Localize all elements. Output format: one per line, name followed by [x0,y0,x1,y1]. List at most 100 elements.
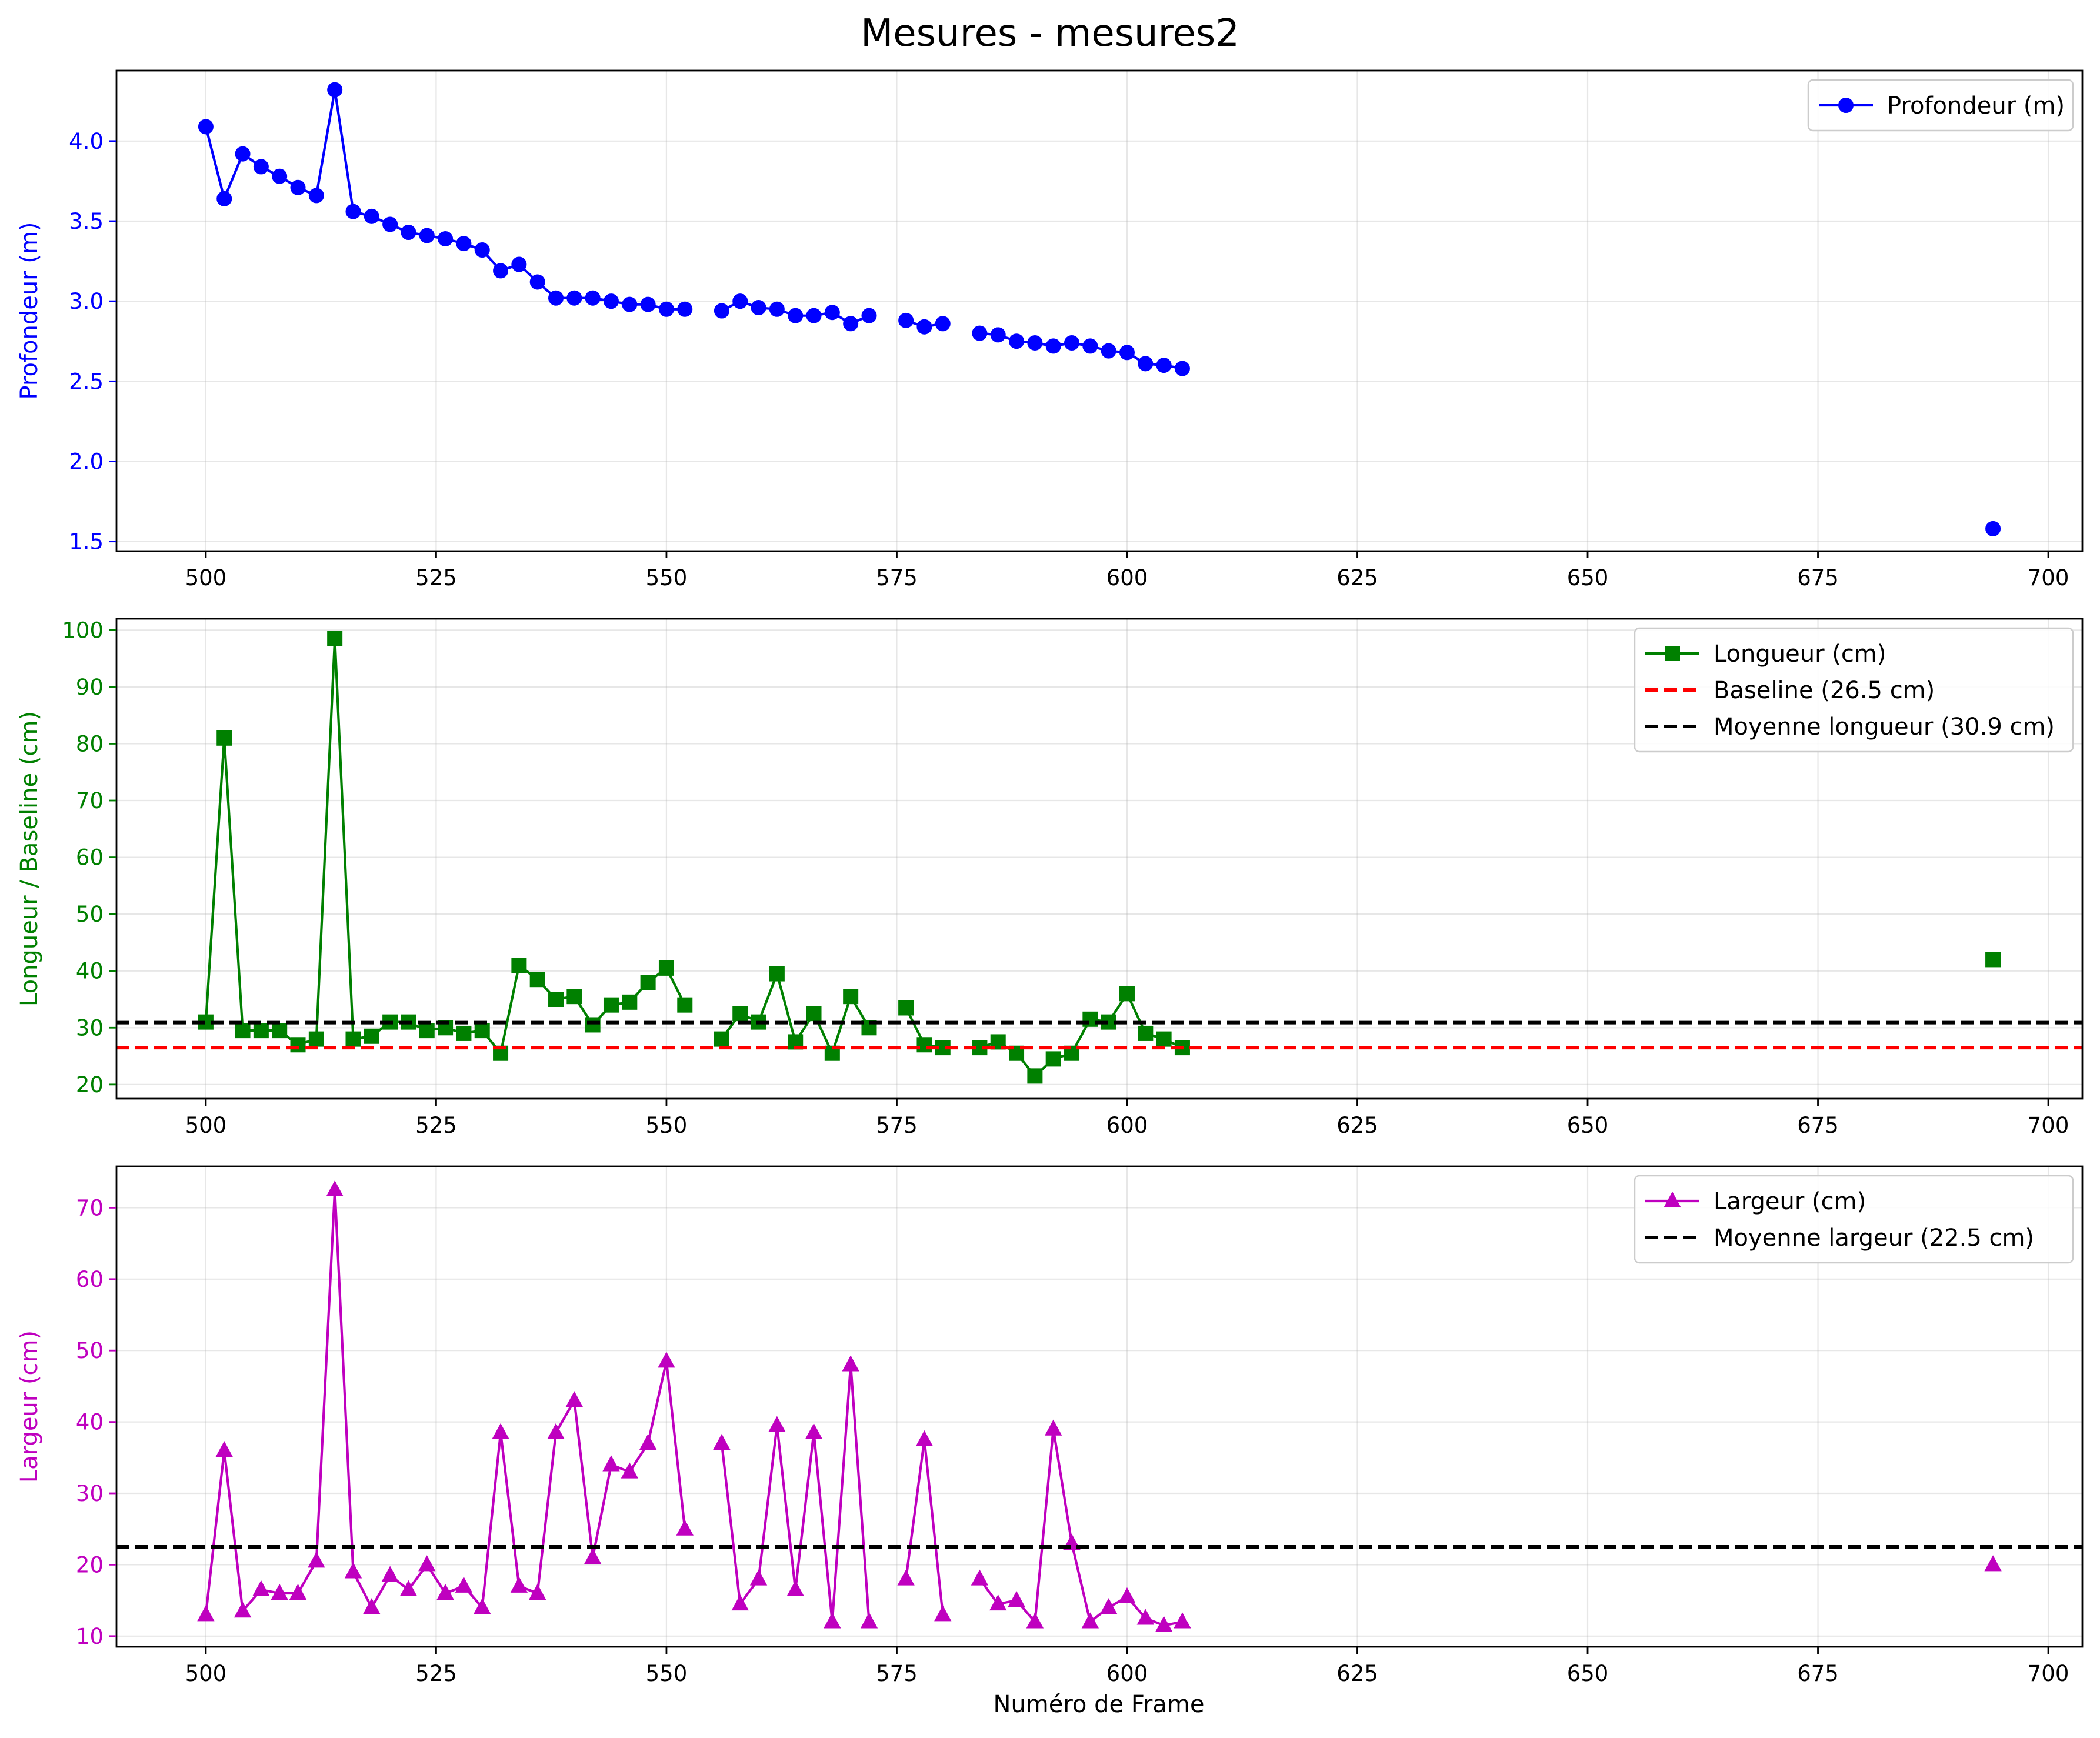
profondeur-m-point [714,303,729,319]
largeur-cm-point [326,1180,344,1197]
width-y-tick-label: 50 [76,1338,104,1363]
depth-panel: 500 525 550 575 600 625 650 675 700 1.5 2.0 2.5 3.0 3… [16,69,2084,591]
depth-legend-box [1807,79,2074,132]
largeur-cm-point [1984,1555,2002,1572]
length-y-tick-label: 20 [76,1072,104,1097]
depth-x-tick-label: 575 [876,565,918,591]
moyenne-longueur-30-9-cm-legend-label: Moyenne longueur (30.9 cm) [1714,713,2055,740]
profondeur-m-legend-label: Profondeur (m) [1887,92,2065,119]
width-x-tick-label: 625 [1336,1661,1378,1686]
profondeur-m-point [751,300,766,316]
depth-y-tick-label: 3.5 [69,209,104,234]
profondeur-m-point [1064,335,1080,351]
depth-x-tick-label: 550 [646,565,688,591]
largeur-cm-point [1174,1612,1191,1629]
profondeur-m-point [401,225,416,241]
largeur-cm-point [215,1441,233,1457]
profondeur-m-point [824,305,840,321]
largeur-cm-point [731,1594,749,1611]
profondeur-m-point [529,274,545,290]
depth-grid [116,71,2082,551]
largeur-cm-point [1136,1609,1154,1625]
profondeur-m-point [898,312,914,328]
length-y-tick-label: 40 [76,959,104,984]
longueur-cm-point [714,1031,729,1047]
profondeur-m-point [290,179,306,195]
length-x-tick-label: 550 [646,1113,688,1138]
largeur-cm-point [234,1602,252,1618]
longueur-cm-point [327,631,343,646]
length-y-tick-label: 70 [76,788,104,813]
length-y-axis-label: Longueur / Baseline (cm) [16,711,43,1006]
profondeur-m-point [622,296,638,312]
width-x-tick-label: 700 [2028,1661,2069,1686]
largeur-cm-point [676,1519,694,1536]
longueur-cm-point [640,975,656,990]
largeur-cm-point [547,1423,565,1439]
largeur-cm-point [749,1569,768,1586]
largeur-cm-point [768,1416,786,1432]
profondeur-m-point [456,236,472,252]
longueur-cm-point [529,972,545,988]
profondeur-m-point [438,231,454,246]
profondeur-m-point [345,204,361,219]
largeur-cm-point [381,1566,399,1582]
width-x-tick-label: 525 [415,1661,457,1686]
largeur-cm-point [1026,1612,1044,1629]
profondeur-m-point [603,293,619,309]
profondeur-m-point [216,191,232,206]
width-x-tick-label: 650 [1567,1661,1609,1686]
largeur-cm-point [602,1455,620,1472]
largeur-cm-point [289,1583,307,1600]
longueur-cm-point [456,1025,472,1041]
length-axes-frame [115,618,2084,1100]
largeur-cm-point [805,1423,823,1439]
profondeur-m-point [308,188,324,204]
profondeur-m-point [585,290,601,306]
depth-y-tick-label: 2.0 [69,449,104,474]
longueur-cm-point [1119,986,1135,1002]
profondeur-m-point [1119,345,1135,361]
depth-plot-area [198,82,2001,536]
profondeur-m-point [235,146,251,162]
longueur-cm-point [916,1037,932,1053]
largeur-cm-point [824,1612,841,1629]
width-y-tick-label: 30 [76,1481,104,1506]
profondeur-m-point [419,228,435,243]
profondeur-m-point [1027,335,1043,351]
largeur-cm-legend-label: Largeur (cm) [1714,1188,1866,1215]
profondeur-m-point [769,301,785,317]
longueur-cm-point [1045,1051,1061,1067]
largeur-cm-legend-marker [1664,1191,1681,1207]
largeur-cm-point [399,1580,418,1596]
longueur-cm-point [511,958,527,973]
profondeur-m-legend-marker [1838,98,1854,113]
longueur-cm-point [1027,1068,1043,1084]
width-axes-frame [115,1165,2084,1648]
length-y-tick-label: 90 [76,675,104,700]
profondeur-m-point [640,296,656,312]
depth-y-axis-label: Profondeur (m) [16,222,43,399]
profondeur-m-point [1156,358,1172,373]
width-legend: Largeur (cm) Moyenne largeur (22.5 cm) [1634,1175,2074,1264]
profondeur-m-point [272,168,288,184]
largeur-cm-point [455,1576,473,1593]
length-legend-box [1634,627,2074,753]
depth-y-tick-label: 2.5 [69,369,104,394]
profondeur-m-point [1101,343,1116,359]
longueur-cm-point [419,1023,435,1039]
figure-title: Mesures - mesures2 [861,12,1239,55]
longueur-cm-point [364,1028,379,1044]
profondeur-m-point [861,308,877,323]
depth-x-tick-label: 675 [1797,565,1839,591]
largeur-cm-point [510,1576,528,1593]
profondeur-m-point [788,308,804,323]
longueur-cm-point [732,1006,748,1022]
largeur-cm-point [418,1555,436,1572]
largeur-cm-point [1008,1590,1025,1607]
largeur-cm-point [1081,1612,1099,1629]
length-y-tick-label: 30 [76,1015,104,1040]
length-legend: Longueur (cm) Baseline (26.5 cm) Moyenne l… [1634,627,2074,753]
largeur-cm-point [1045,1419,1062,1436]
